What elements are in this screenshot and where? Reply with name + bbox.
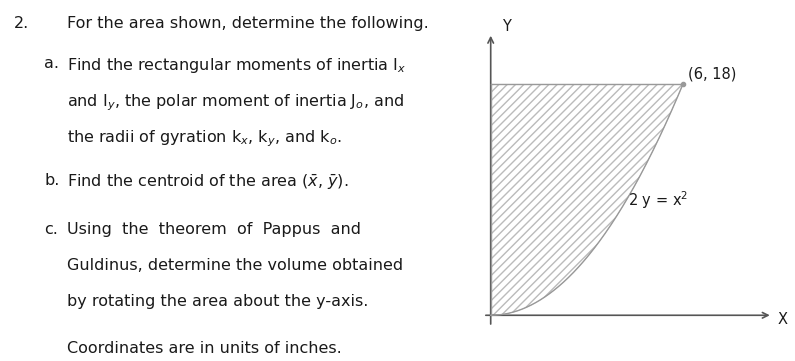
Text: (6, 18): (6, 18)	[688, 67, 736, 82]
Text: c.: c.	[45, 222, 58, 237]
Text: 2 y = x$^2$: 2 y = x$^2$	[628, 189, 688, 210]
Polygon shape	[491, 84, 683, 315]
Text: X: X	[778, 312, 787, 327]
Text: 2.: 2.	[14, 16, 29, 31]
Text: Coordinates are in units of inches.: Coordinates are in units of inches.	[68, 341, 342, 356]
Text: Using  the  theorem  of  Pappus  and: Using the theorem of Pappus and	[68, 222, 362, 237]
Text: For the area shown, determine the following.: For the area shown, determine the follow…	[68, 16, 429, 31]
Text: a.: a.	[45, 56, 59, 71]
Text: by rotating the area about the y-axis.: by rotating the area about the y-axis.	[68, 294, 369, 309]
Text: Find the rectangular moments of inertia I$_x$: Find the rectangular moments of inertia …	[68, 56, 407, 75]
Text: Y: Y	[502, 19, 510, 34]
Text: and I$_y$, the polar moment of inertia J$_o$, and: and I$_y$, the polar moment of inertia J…	[68, 92, 405, 113]
Text: b.: b.	[45, 173, 60, 188]
Text: Guldinus, determine the volume obtained: Guldinus, determine the volume obtained	[68, 258, 404, 273]
Text: Find the centroid of the area ($\bar{x}$, $\bar{y}$).: Find the centroid of the area ($\bar{x}$…	[68, 173, 349, 192]
Text: the radii of gyration k$_x$, k$_y$, and k$_o$.: the radii of gyration k$_x$, k$_y$, and …	[68, 128, 342, 149]
